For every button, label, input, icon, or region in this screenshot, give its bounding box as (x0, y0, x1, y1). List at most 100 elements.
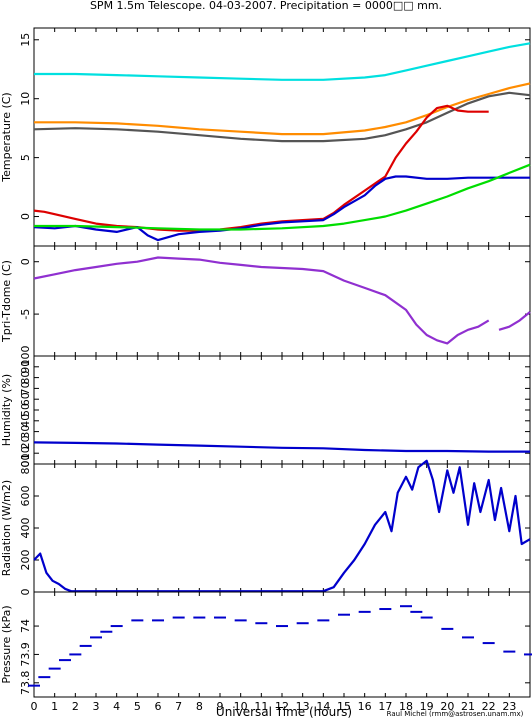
x-tick-label: 12 (275, 700, 289, 713)
data-point (193, 616, 206, 619)
x-tick-label: 13 (296, 700, 310, 713)
x-tick-label: 7 (175, 700, 182, 713)
panel-tpri-tdome: 0 -5 Tpri-Tdome (C) (0, 245, 531, 357)
data-point (276, 625, 288, 628)
series-line-1 (498, 311, 531, 331)
panel-frame (33, 245, 531, 357)
data-point (131, 619, 144, 622)
panel-pressure: 73.8 73.9 74 Pressure (kPa) (0, 591, 532, 698)
x-tick-label: 20 (440, 700, 454, 713)
data-point (79, 644, 92, 647)
data-point (69, 653, 82, 656)
y-axis-label: Humidity (%) (0, 374, 13, 446)
data-point (214, 616, 226, 619)
x-axis-label: Universal Time (hours) (216, 705, 352, 719)
x-tick-label: 3 (93, 700, 100, 713)
data-point (420, 616, 433, 619)
y-tick-label: 0 (19, 461, 32, 468)
x-tick-label: 19 (420, 700, 434, 713)
series-line-0 (33, 256, 490, 345)
x-tick-label: 1 (51, 700, 58, 713)
data-point (255, 622, 268, 625)
x-tick-label: 11 (254, 700, 268, 713)
panels: 0 5 10 15 Temperature (C) 0 -5 Tpri-Tdome (C) 0 1… (0, 27, 532, 698)
panel-temperature: 0 5 10 15 Temperature (C) (0, 27, 531, 247)
data-point (441, 627, 454, 630)
data-point (90, 636, 102, 639)
y-tick-label: 400 (19, 518, 32, 539)
y-axis-label: Radiation (W/m2) (0, 480, 13, 576)
credit-text: Raul Michel (rmm@astrosen.unam.mx) (387, 710, 524, 718)
x-tick-label: 22 (482, 700, 496, 713)
x-tick-label: 10 (234, 700, 248, 713)
x-tick-label: 17 (378, 700, 392, 713)
x-tick-label: 5 (134, 700, 141, 713)
data-point (48, 667, 61, 670)
y-tick-label: 15 (19, 33, 32, 47)
series-line-0 (33, 459, 531, 593)
series-line-2 (33, 91, 531, 143)
data-point (400, 605, 412, 608)
y-tick-label: 0 (19, 213, 32, 220)
x-tick-label: 14 (316, 700, 330, 713)
data-point (482, 642, 495, 645)
y-tick-label: 800 (19, 454, 32, 475)
data-point (317, 619, 330, 622)
y-tick-label: 5 (19, 154, 32, 161)
series-0 (28, 605, 532, 687)
y-tick-label: -5 (19, 309, 32, 320)
data-point (28, 684, 40, 687)
data-point (358, 610, 371, 613)
data-point (59, 659, 71, 662)
data-point (524, 653, 532, 656)
series-line-4 (33, 175, 530, 242)
y-tick-label: 73.8 (19, 671, 32, 696)
x-tick-label: 8 (196, 700, 203, 713)
data-point (503, 650, 516, 653)
x-tick-label: 2 (72, 700, 79, 713)
y-tick-label: 10 (19, 92, 32, 106)
data-point (379, 608, 392, 611)
series-line-5 (34, 163, 531, 231)
y-axis-label: Tpri-Tdome (C) (0, 260, 13, 343)
series-line-1 (34, 82, 531, 136)
y-tick-label: 70 (19, 381, 32, 395)
y-tick-label: 0 (19, 589, 32, 596)
y-axis-label: Pressure (kPa) (0, 605, 13, 683)
x-tick-label: 23 (502, 700, 516, 713)
data-point (172, 616, 185, 619)
x-tick-label: 9 (217, 700, 224, 713)
x-tick-label: 15 (337, 700, 351, 713)
series-line-0 (34, 42, 531, 81)
y-tick-label: 20 (19, 435, 32, 449)
y-tick-label: 600 (19, 486, 32, 507)
data-point (152, 619, 164, 622)
y-tick-label: 73.9 (19, 642, 32, 667)
chart-title: SPM 1.5m Telescope. 04-03-2007. Precipit… (90, 0, 442, 12)
data-point (110, 625, 123, 628)
x-tick-label: 6 (155, 700, 162, 713)
data-point (234, 619, 247, 622)
y-axis-label: Temperature (C) (0, 92, 13, 182)
data-point (100, 630, 113, 633)
data-point (338, 613, 350, 616)
y-tick-label: 40 (19, 414, 32, 428)
panel-frame (33, 591, 531, 698)
x-tick-label: 21 (461, 700, 475, 713)
y-tick-label: 200 (19, 550, 32, 571)
y-tick-label: 0 (19, 258, 32, 265)
y-tick-label: 30 (19, 425, 32, 439)
x-tick-label: 18 (399, 700, 413, 713)
panel-radiation: 0 200 400 600 800 Radiation (W/m2) (0, 454, 531, 596)
data-point (38, 676, 51, 679)
y-tick-label: 60 (19, 392, 32, 406)
series-line-0 (33, 441, 530, 453)
x-tick-label: 0 (31, 700, 38, 713)
x-tick-label: 4 (113, 700, 120, 713)
y-tick-label: 50 (19, 403, 32, 417)
y-tick-label: 100 (19, 346, 32, 367)
x-tick-label: 16 (358, 700, 372, 713)
series-line-3 (33, 104, 489, 232)
panel-frame (33, 27, 531, 247)
